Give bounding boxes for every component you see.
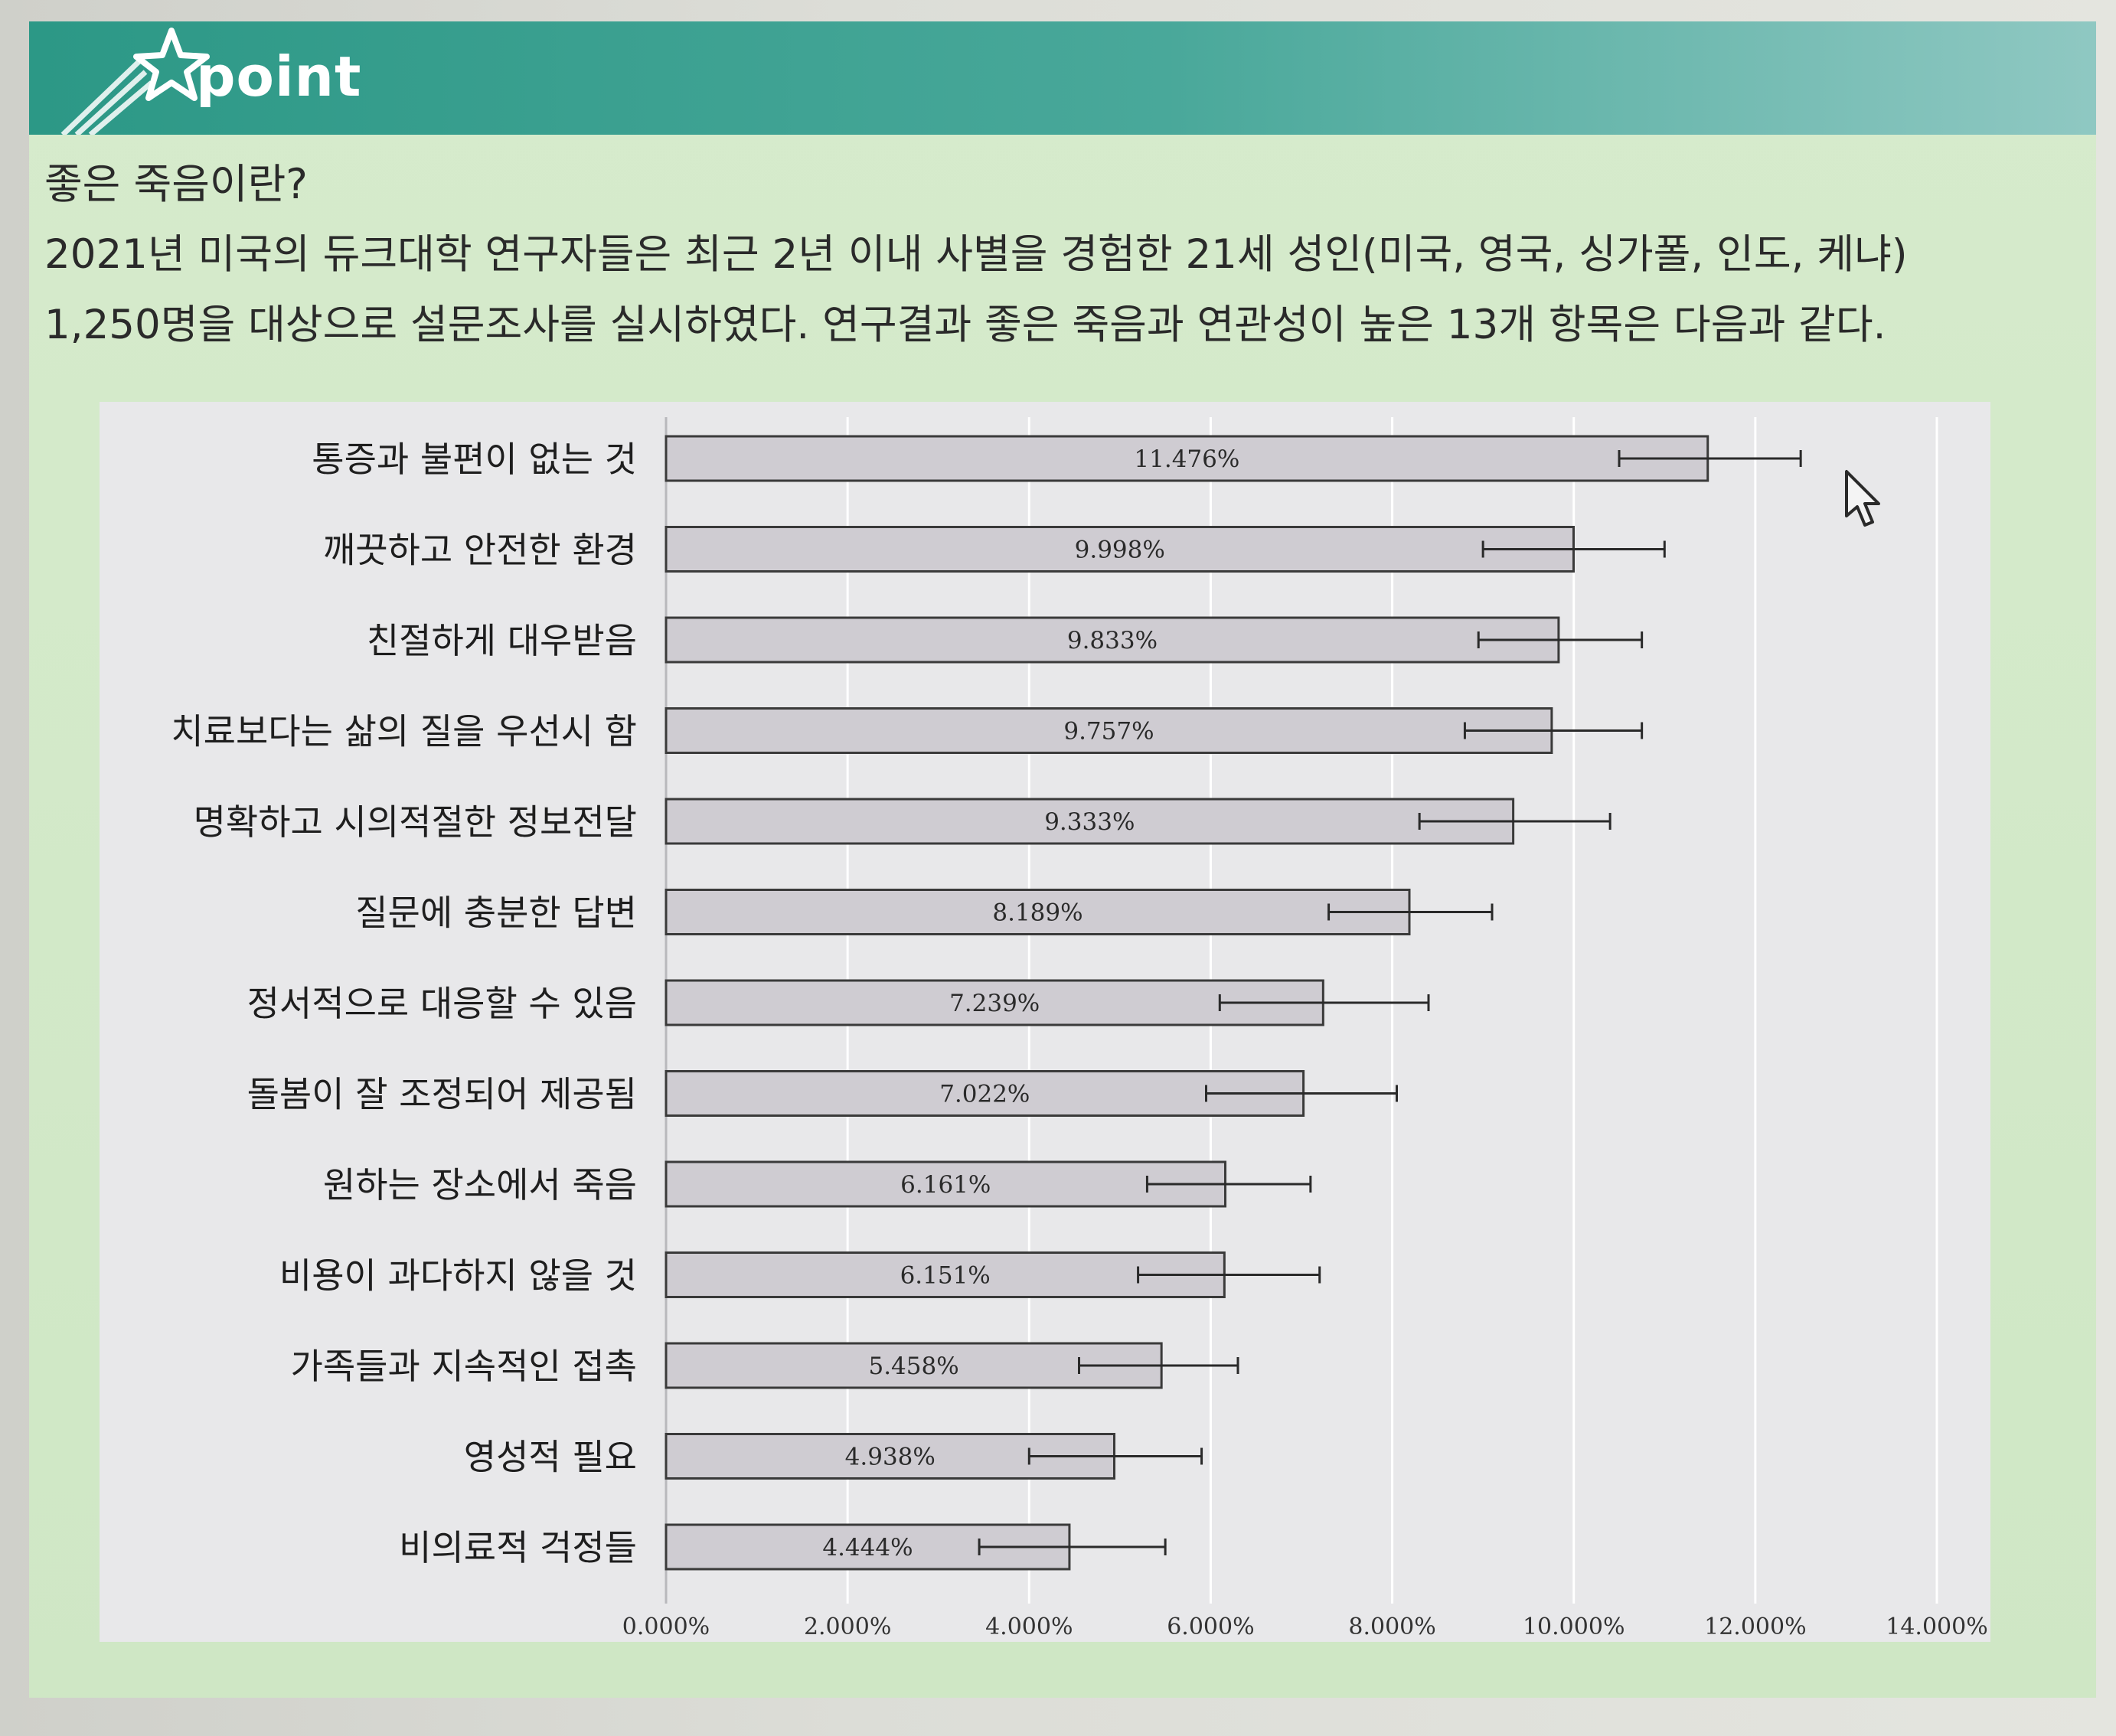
category-label: 깨끗하고 안전한 환경	[323, 530, 637, 571]
value-label: 8.189%	[992, 899, 1082, 927]
bar	[665, 526, 1575, 573]
bar-chart: 0.000% 2.000% 4.000% 6.000% 8.000% 10.000% 12.…	[171, 417, 1988, 1640]
value-label: 5.458%	[868, 1353, 958, 1380]
value-label: 9.333%	[1044, 808, 1135, 836]
x-tick-label: 6.000%	[1167, 1614, 1254, 1640]
bar	[665, 1070, 1305, 1117]
category-label: 질문에 충분한 답변	[355, 892, 637, 934]
value-label: 7.022%	[939, 1081, 1030, 1108]
category-label: 정서적으로 대응할 수 있음	[247, 983, 637, 1024]
bar	[665, 707, 1553, 754]
category-label: 돌봄이 잘 조정되어 제공됨	[247, 1074, 637, 1115]
mouse-cursor-icon	[1845, 470, 1880, 527]
intro-line-2: 1,250명을 대상으로 설문조사를 실시하였다. 연구결과 좋은 죽음과 연관…	[44, 302, 1886, 348]
bar	[665, 798, 1515, 845]
value-label: 4.444%	[822, 1534, 913, 1561]
x-tick-label: 10.000%	[1523, 1614, 1625, 1640]
intro-heading: 좋은 죽음이란?	[44, 160, 308, 208]
category-label: 통증과 불편이 없는 것	[312, 439, 637, 480]
banner-title: point	[196, 44, 362, 109]
value-label: 9.757%	[1063, 718, 1154, 746]
intro-line-1: 2021년 미국의 듀크대학 연구자들은 최근 2년 이내 사별을 경험한 21…	[44, 231, 1908, 278]
point-banner: point	[29, 21, 2096, 135]
x-tick-label: 8.000%	[1348, 1614, 1435, 1640]
category-label: 원하는 장소에서 죽음	[323, 1164, 637, 1206]
intro-text: 좋은 죽음이란? 2021년 미국의 듀크대학 연구자들은 최근 2년 이내 사…	[44, 149, 2065, 361]
bar	[665, 616, 1560, 664]
bar	[665, 1160, 1227, 1208]
category-label: 가족들과 지속적인 접촉	[291, 1346, 637, 1387]
x-tick-label: 14.000%	[1886, 1614, 1987, 1640]
category-label: 친절하게 대우받음	[367, 620, 637, 661]
value-label: 6.161%	[900, 1171, 991, 1199]
category-label: 영성적 필요	[464, 1437, 637, 1478]
x-tick-label: 12.000%	[1704, 1614, 1806, 1640]
x-tick-label: 4.000%	[985, 1614, 1073, 1640]
value-label: 7.239%	[949, 990, 1040, 1017]
shooting-star-icon	[60, 28, 210, 135]
value-label: 9.998%	[1075, 537, 1165, 564]
category-label: 명확하고 시의적절한 정보전달	[194, 801, 637, 843]
category-label: 비용이 과다하지 않을 것	[279, 1255, 637, 1297]
x-tick-label: 0.000%	[622, 1614, 710, 1640]
bar	[665, 979, 1324, 1026]
value-label: 9.833%	[1067, 627, 1158, 654]
value-label: 6.151%	[900, 1262, 991, 1290]
x-tick-label: 2.000%	[804, 1614, 891, 1640]
value-label: 11.476%	[1134, 445, 1239, 473]
value-label: 4.938%	[845, 1444, 936, 1471]
category-label: 비의료적 걱정들	[399, 1527, 637, 1568]
chart-panel: 0.000% 2.000% 4.000% 6.000% 8.000% 10.000% 12.…	[100, 402, 1990, 1642]
category-label: 치료보다는 삶의 질을 우선시 함	[171, 711, 637, 752]
